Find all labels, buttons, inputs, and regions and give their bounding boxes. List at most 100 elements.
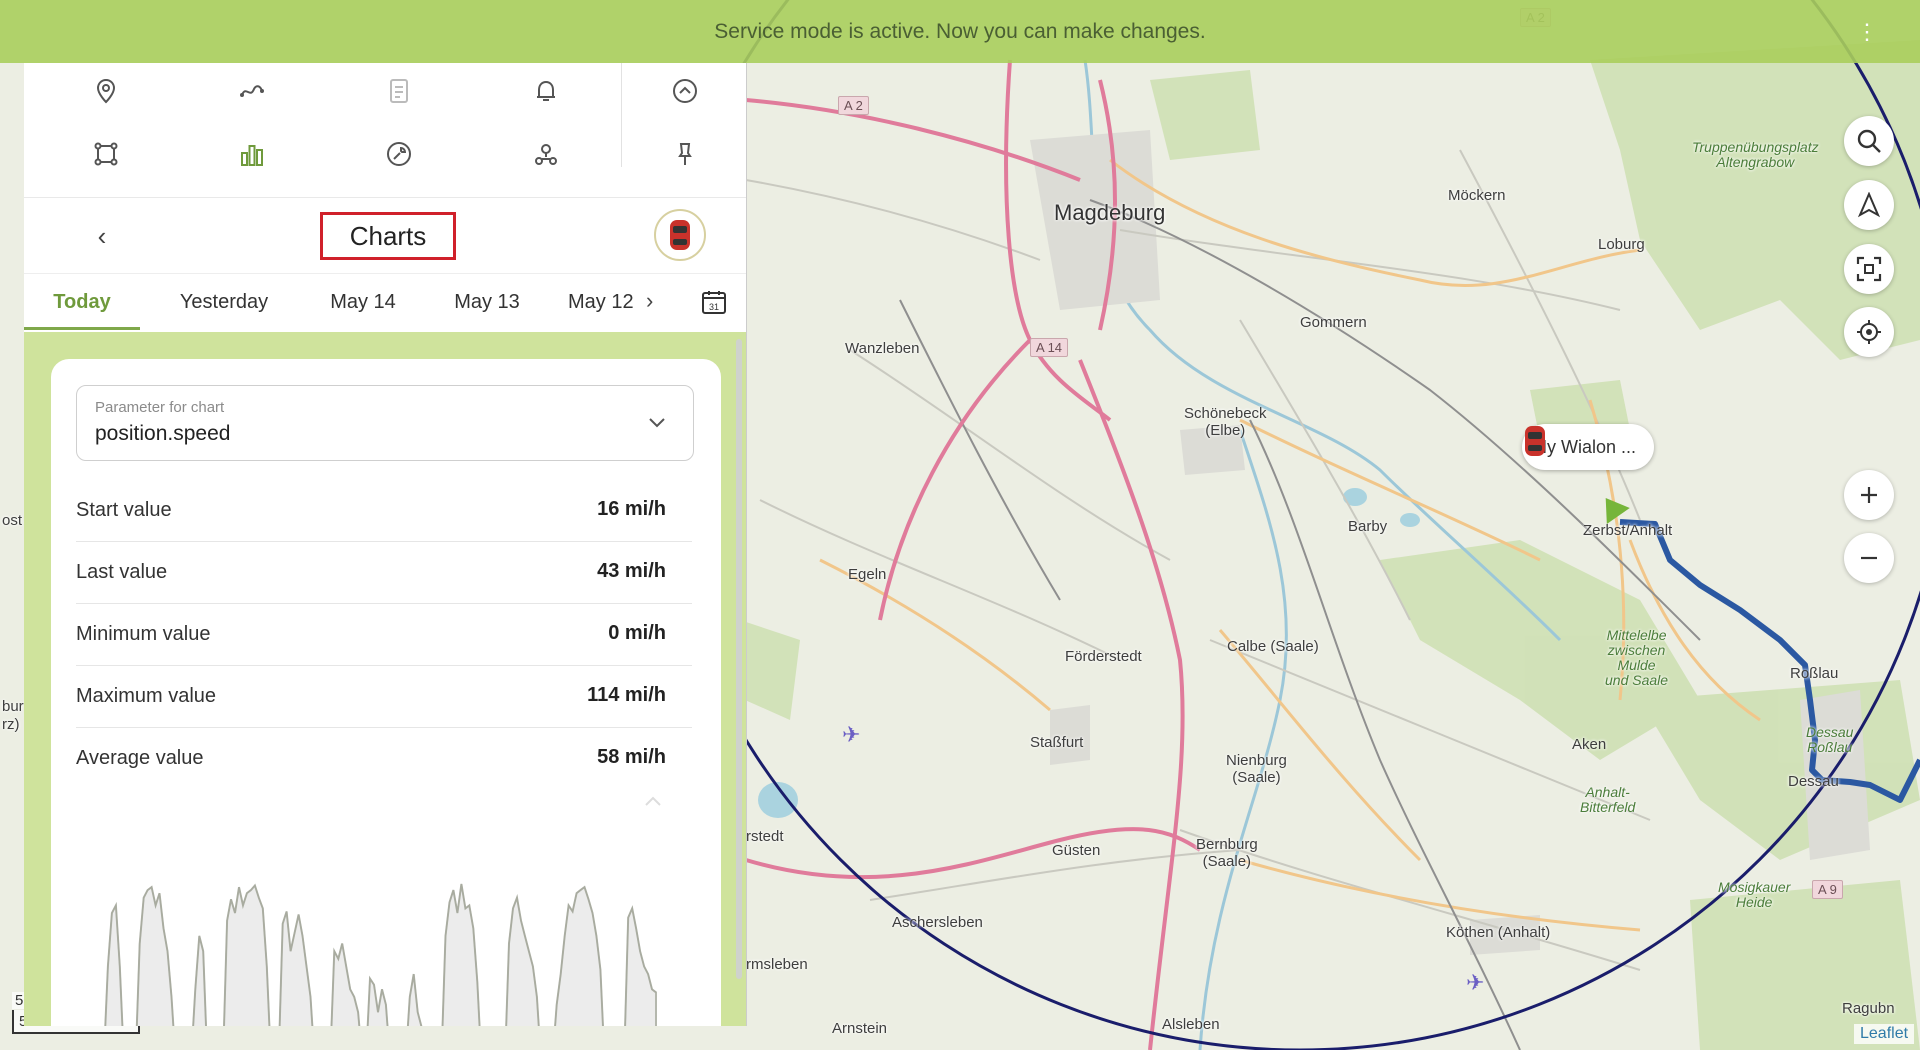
- stat-value: 114 mi/h: [587, 684, 666, 706]
- map-fit-button[interactable]: [1844, 244, 1894, 294]
- map-area-label: Dessau Roßlau: [1806, 724, 1854, 755]
- calendar-icon[interactable]: 31: [701, 289, 727, 315]
- chevron-up-icon[interactable]: [644, 795, 662, 807]
- speed-series-line: [104, 883, 657, 1026]
- map-city-label: Alsleben: [1162, 1016, 1220, 1033]
- navigation-arrow-icon: [1857, 192, 1881, 218]
- location-pin-icon: [96, 78, 116, 104]
- tool-drivers[interactable]: [526, 134, 566, 174]
- map-city-label: Aken: [1572, 736, 1607, 753]
- map-city-label: Schönebeck (Elbe): [1184, 405, 1267, 439]
- map-city-label: Ragubn: [1842, 1000, 1895, 1017]
- map-city-label: Bernburg (Saale): [1196, 836, 1258, 870]
- tab-may-13[interactable]: May 13: [454, 291, 520, 313]
- map-attribution-link[interactable]: Leaflet: [1854, 1024, 1915, 1044]
- minus-icon: [1861, 556, 1877, 560]
- chart-card: Parameter for chart position.speed Start…: [51, 359, 721, 1026]
- drivers-icon: [535, 144, 557, 165]
- section-header: ‹ Charts: [24, 197, 746, 274]
- back-button[interactable]: ‹: [84, 218, 120, 254]
- stat-name: Minimum value: [76, 623, 211, 645]
- page-title: Charts: [320, 212, 456, 260]
- tool-reports[interactable]: [379, 71, 419, 111]
- tool-notifications[interactable]: [526, 71, 566, 111]
- more-vertical-icon[interactable]: ⋮: [1856, 19, 1878, 44]
- map-area-label: Mosigkauer Heide: [1718, 879, 1791, 910]
- map-navigate-button[interactable]: [1844, 180, 1894, 230]
- map-locate-button[interactable]: [1844, 307, 1894, 357]
- stat-value: 43 mi/h: [597, 560, 666, 582]
- zoom-out-button[interactable]: [1844, 533, 1894, 583]
- map-city-label: Magdeburg: [1054, 200, 1166, 225]
- date-tabs: Today Yesterday May 14 May 13 May 12 › 3…: [24, 273, 746, 332]
- speed-chart[interactable]: [76, 794, 701, 1026]
- map-city-label: Köthen (Anhalt): [1446, 924, 1551, 941]
- map-city-label: Nienburg (Saale): [1226, 752, 1287, 786]
- geofences-icon: [94, 142, 118, 166]
- map-search-button[interactable]: [1844, 116, 1894, 166]
- map-city-label: rmsleben: [746, 956, 808, 973]
- map-city-label: Staßfurt: [1030, 734, 1084, 751]
- tool-maintenance[interactable]: [379, 134, 419, 174]
- tabs-next-button[interactable]: ›: [646, 288, 653, 314]
- road-shield: A 14: [1030, 338, 1069, 357]
- map-city-label: Calbe (Saale): [1227, 638, 1319, 655]
- charts-icon: [241, 145, 263, 166]
- tool-tracks[interactable]: [232, 71, 272, 111]
- locate-icon: [1857, 320, 1881, 344]
- car-icon: [670, 220, 690, 250]
- stat-value: 16 mi/h: [597, 498, 666, 520]
- map-city-label: Egeln: [848, 566, 887, 583]
- search-icon: [1857, 129, 1881, 153]
- panel-scrollbar[interactable]: [736, 339, 742, 979]
- map-city-label: Barby: [1348, 518, 1388, 535]
- stat-name: Maximum value: [76, 685, 217, 707]
- map-city-label: Möckern: [1448, 187, 1506, 204]
- tab-yesterday[interactable]: Yesterday: [179, 291, 269, 313]
- map-city-label: Roßlau: [1790, 665, 1839, 682]
- unit-name-label: My Wialon ...: [1532, 436, 1637, 457]
- unit-marker[interactable]: My Wialon ...: [1522, 424, 1655, 470]
- map-city-label: Güsten: [1052, 842, 1101, 859]
- map-city-label: Wanzleben: [845, 340, 920, 357]
- tab-may-14[interactable]: May 14: [330, 291, 396, 313]
- tab-may-12[interactable]: May 12: [568, 291, 634, 313]
- stat-row-average: Average value 58 mi/h: [76, 727, 692, 789]
- unit-avatar[interactable]: [654, 209, 706, 261]
- plus-icon: [1861, 487, 1877, 503]
- stat-value: 0 mi/h: [608, 622, 666, 644]
- route-track: [1619, 519, 1920, 803]
- banner-text: Service mode is active. Now you can make…: [714, 20, 1206, 43]
- map-city-label: ost: [2, 512, 23, 529]
- map-city-label: bur: [2, 698, 24, 715]
- map-city-label: Loburg: [1598, 236, 1645, 253]
- notifications-icon: [537, 80, 555, 101]
- speed-series-area: [104, 883, 657, 1026]
- stat-name: Start value: [76, 499, 172, 521]
- collapse-toolbar-button[interactable]: [665, 71, 705, 111]
- parameter-select[interactable]: Parameter for chart position.speed: [76, 385, 694, 461]
- pin-toolbar-button[interactable]: [665, 134, 705, 174]
- tool-monitoring[interactable]: [86, 71, 126, 111]
- airport-icon: ✈: [842, 722, 861, 747]
- stat-value: 58 mi/h: [597, 746, 666, 768]
- stat-row-maximum: Maximum value 114 mi/h: [76, 665, 692, 728]
- tab-today[interactable]: Today: [24, 274, 140, 330]
- fit-bounds-icon: [1856, 256, 1882, 282]
- car-icon: [1525, 426, 1545, 456]
- stat-name: Average value: [76, 747, 204, 769]
- parameter-label: Parameter for chart: [95, 399, 225, 416]
- chevron-up-circle-icon: [673, 79, 697, 103]
- chevron-right-icon: ›: [646, 288, 654, 313]
- toolbar-divider: [621, 63, 622, 167]
- tool-charts[interactable]: [232, 134, 272, 174]
- service-mode-banner: Service mode is active. Now you can make…: [0, 0, 1920, 63]
- stat-row-start: Start value 16 mi/h: [76, 479, 692, 542]
- parameter-value: position.speed: [95, 422, 231, 445]
- zoom-in-button[interactable]: [1844, 470, 1894, 520]
- road-shield: A 9: [1812, 880, 1843, 899]
- chevron-left-icon: ‹: [97, 220, 107, 251]
- tool-geofences[interactable]: [86, 134, 126, 174]
- airport-icon: ✈: [1466, 970, 1485, 995]
